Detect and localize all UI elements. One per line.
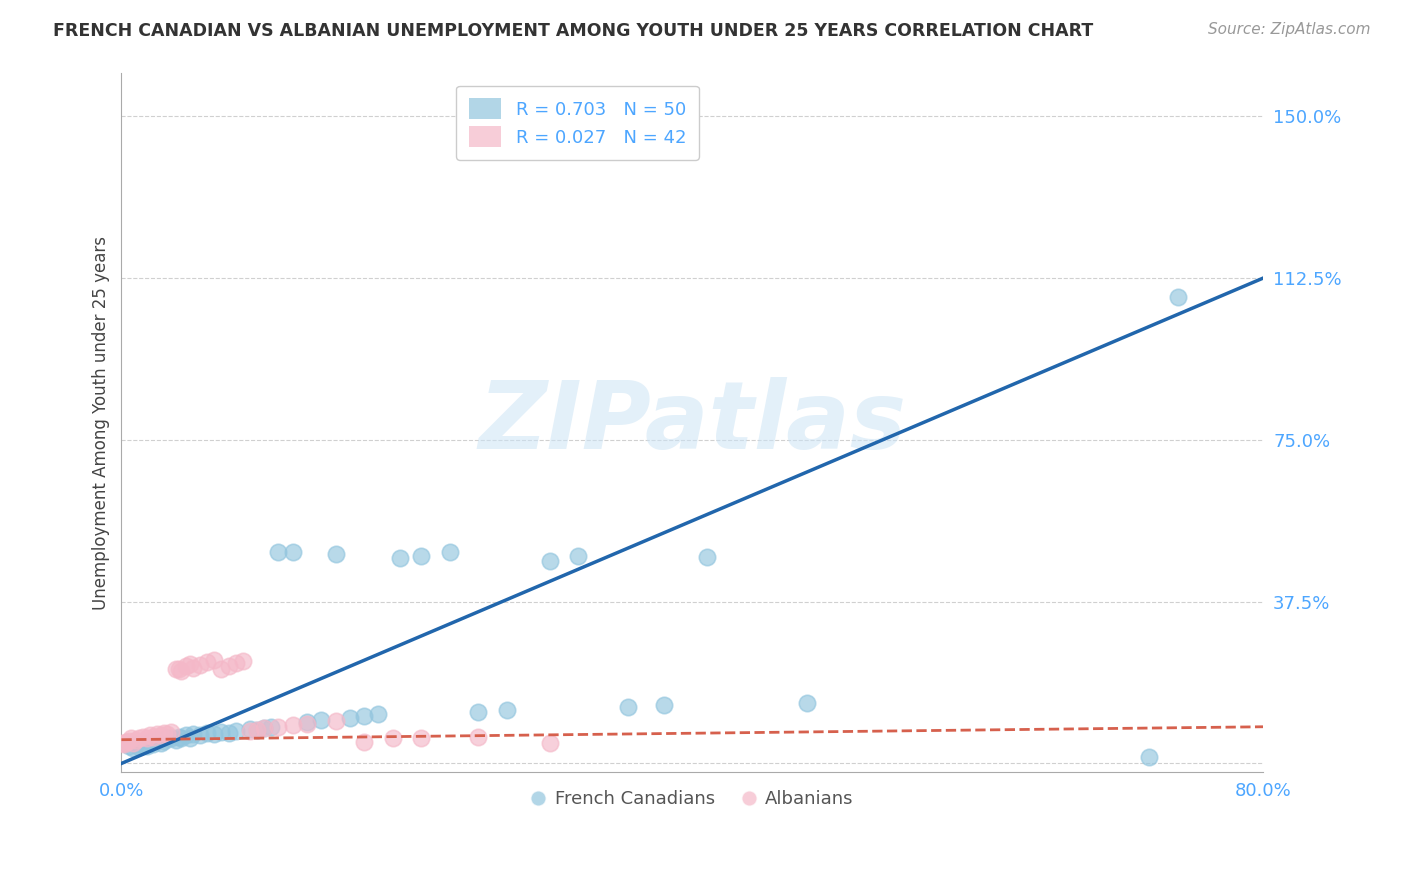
Point bbox=[111, 736, 134, 750]
Point bbox=[467, 730, 489, 744]
Point bbox=[239, 722, 262, 736]
Point bbox=[239, 724, 262, 739]
Point bbox=[150, 728, 173, 742]
Point bbox=[128, 739, 150, 754]
Text: FRENCH CANADIAN VS ALBANIAN UNEMPLOYMENT AMONG YOUTH UNDER 25 YEARS CORRELATION : FRENCH CANADIAN VS ALBANIAN UNEMPLOYMENT… bbox=[53, 22, 1094, 40]
Point bbox=[142, 730, 165, 744]
Point bbox=[142, 737, 165, 751]
Legend: French Canadians, Albanians: French Canadians, Albanians bbox=[524, 783, 860, 815]
Point bbox=[136, 739, 159, 754]
Point bbox=[117, 739, 139, 754]
Point bbox=[170, 731, 193, 746]
Point bbox=[267, 545, 290, 559]
Point bbox=[381, 731, 404, 746]
Point bbox=[538, 736, 561, 750]
Point bbox=[156, 727, 179, 741]
Point bbox=[195, 726, 218, 740]
Point bbox=[209, 725, 232, 739]
Point bbox=[132, 739, 155, 753]
Point bbox=[295, 716, 318, 731]
Point bbox=[496, 702, 519, 716]
Point bbox=[567, 549, 589, 564]
Point bbox=[246, 723, 269, 737]
Point bbox=[225, 657, 247, 671]
Point bbox=[218, 726, 240, 740]
Point bbox=[160, 731, 183, 745]
Point bbox=[1137, 750, 1160, 764]
Point bbox=[174, 728, 197, 742]
Point bbox=[439, 545, 461, 559]
Point bbox=[125, 732, 148, 747]
Point bbox=[353, 709, 375, 723]
Point bbox=[179, 731, 201, 745]
Point bbox=[160, 725, 183, 739]
Point bbox=[209, 662, 232, 676]
Point bbox=[195, 655, 218, 669]
Point bbox=[353, 735, 375, 749]
Point bbox=[538, 553, 561, 567]
Point bbox=[153, 734, 176, 748]
Point bbox=[188, 728, 211, 742]
Point bbox=[121, 741, 143, 756]
Point bbox=[120, 731, 142, 746]
Point bbox=[281, 545, 304, 559]
Point bbox=[114, 735, 136, 749]
Point bbox=[170, 664, 193, 678]
Point bbox=[165, 732, 187, 747]
Point bbox=[181, 660, 204, 674]
Point bbox=[325, 714, 347, 728]
Point bbox=[295, 715, 318, 730]
Point bbox=[388, 551, 411, 566]
Point bbox=[796, 696, 818, 710]
Point bbox=[411, 731, 433, 745]
Point bbox=[153, 726, 176, 740]
Point bbox=[202, 727, 225, 741]
Point bbox=[253, 721, 276, 735]
Point bbox=[411, 549, 433, 564]
Text: Source: ZipAtlas.com: Source: ZipAtlas.com bbox=[1208, 22, 1371, 37]
Point bbox=[136, 731, 159, 746]
Point bbox=[246, 723, 269, 737]
Point bbox=[253, 721, 276, 735]
Point bbox=[325, 547, 347, 561]
Point bbox=[339, 711, 361, 725]
Point bbox=[225, 724, 247, 739]
Point bbox=[117, 734, 139, 748]
Point bbox=[1167, 290, 1189, 304]
Point bbox=[652, 698, 675, 713]
Point bbox=[146, 727, 169, 741]
Point bbox=[232, 654, 254, 668]
Point bbox=[174, 659, 197, 673]
Text: ZIPatlas: ZIPatlas bbox=[478, 376, 907, 468]
Point bbox=[188, 658, 211, 673]
Point bbox=[267, 720, 290, 734]
Point bbox=[696, 550, 718, 565]
Y-axis label: Unemployment Among Youth under 25 years: Unemployment Among Youth under 25 years bbox=[93, 235, 110, 609]
Point bbox=[202, 653, 225, 667]
Point bbox=[467, 705, 489, 719]
Point bbox=[181, 727, 204, 741]
Point bbox=[150, 736, 173, 750]
Point bbox=[139, 735, 162, 749]
Point bbox=[132, 730, 155, 744]
Point bbox=[146, 732, 169, 747]
Point bbox=[179, 657, 201, 672]
Point bbox=[311, 713, 333, 727]
Point bbox=[156, 731, 179, 746]
Point bbox=[165, 662, 187, 676]
Point bbox=[167, 730, 190, 744]
Point bbox=[218, 659, 240, 673]
Point bbox=[112, 737, 135, 751]
Point bbox=[125, 737, 148, 751]
Point bbox=[128, 731, 150, 745]
Point bbox=[260, 720, 283, 734]
Point bbox=[121, 736, 143, 750]
Point bbox=[367, 706, 389, 721]
Point bbox=[617, 700, 640, 714]
Point bbox=[167, 661, 190, 675]
Point bbox=[139, 728, 162, 742]
Point bbox=[281, 718, 304, 732]
